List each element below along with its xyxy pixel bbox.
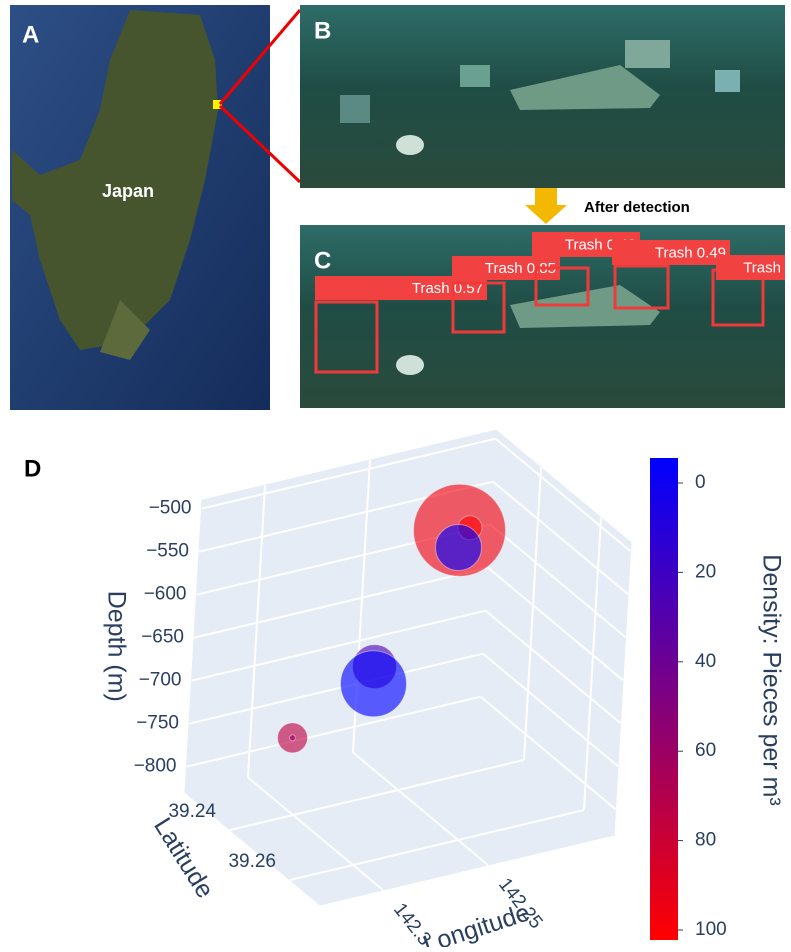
detection-label: Trash 0.49 bbox=[655, 244, 726, 261]
place-label: Japan bbox=[102, 181, 154, 201]
panel-label: D bbox=[24, 455, 41, 482]
panel-label: B bbox=[314, 17, 331, 44]
figure: A Japan B After detection C Trash 0.57Tr… bbox=[0, 0, 791, 947]
colorbar-tick-label: 40 bbox=[695, 651, 716, 672]
point bbox=[290, 735, 296, 741]
colorbar-title: Density: Pieces per m³ bbox=[757, 554, 785, 805]
debris bbox=[340, 95, 370, 123]
panel-label: A bbox=[22, 21, 39, 48]
x-axis-title: Longitude bbox=[420, 898, 533, 947]
colorbar bbox=[650, 458, 678, 940]
debris bbox=[396, 355, 424, 375]
z-tick-label: −800 bbox=[134, 756, 177, 777]
colorbar-tick-label: 100 bbox=[695, 919, 727, 940]
z-tick-label: −700 bbox=[139, 670, 182, 691]
debris bbox=[396, 135, 424, 155]
debris bbox=[460, 65, 490, 87]
point bbox=[436, 525, 482, 571]
detection-label: Trash bbox=[743, 259, 781, 276]
debris bbox=[715, 70, 740, 92]
arrow bbox=[525, 188, 567, 224]
colorbar-tick-label: 20 bbox=[695, 561, 716, 582]
colorbar-tick-label: 0 bbox=[695, 472, 706, 493]
z-tick-label: −500 bbox=[149, 498, 192, 519]
z-tick-label: −600 bbox=[144, 584, 187, 605]
y-tick-label: 39.26 bbox=[228, 851, 276, 872]
arrow-label: After detection bbox=[584, 199, 690, 216]
debris bbox=[625, 40, 670, 68]
point bbox=[341, 651, 407, 717]
panel-b: B bbox=[300, 5, 785, 188]
z-tick-label: −750 bbox=[136, 713, 179, 734]
colorbar-tick-label: 60 bbox=[695, 740, 716, 761]
panel-d: D −800−750−700−650−600−550−50039.2439.26… bbox=[24, 430, 785, 947]
z-axis-title: Depth (m) bbox=[102, 591, 130, 702]
y-axis-title: Latitude bbox=[148, 813, 219, 903]
z-tick-label: −550 bbox=[146, 541, 189, 562]
colorbar-tick-label: 80 bbox=[695, 830, 716, 851]
panel-label: C bbox=[314, 247, 331, 274]
z-tick-label: −650 bbox=[141, 627, 184, 648]
panel-a: A Japan bbox=[10, 5, 300, 410]
